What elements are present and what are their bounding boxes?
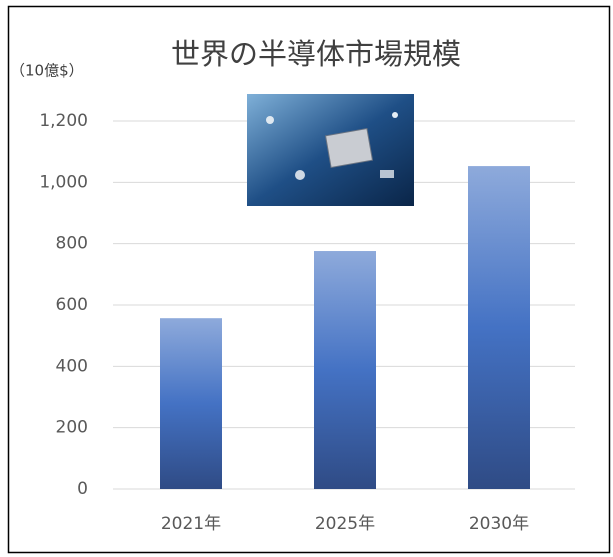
- chart: 世界の半導体市場規模 （10億$） 0 200 400 600 800 1,000 1,20…: [0, 0, 613, 557]
- y-tick-label: 1,000: [39, 172, 88, 192]
- x-tick-label: 2025年: [315, 514, 375, 534]
- y-tick-label: 400: [56, 356, 88, 376]
- y-tick-label: 0: [77, 479, 88, 499]
- bar: [314, 251, 376, 489]
- bar: [468, 166, 530, 489]
- y-tick-label: 1,200: [39, 111, 88, 131]
- x-tick-label: 2030年: [469, 514, 529, 534]
- y-tick-label: 600: [56, 295, 88, 315]
- photo-detail: [380, 170, 394, 178]
- photo-detail: [266, 116, 274, 124]
- photo-chip: [326, 129, 373, 168]
- y-tick-label: 200: [56, 418, 88, 438]
- chart-title: 世界の半導体市場規模: [171, 37, 461, 71]
- y-axis-label: （10億$）: [10, 62, 84, 80]
- bar: [160, 318, 222, 489]
- x-tick-label: 2021年: [161, 514, 221, 534]
- y-tick-label: 800: [56, 234, 88, 254]
- photo-detail: [392, 112, 398, 118]
- photo-detail: [295, 170, 305, 180]
- photo: [247, 94, 414, 206]
